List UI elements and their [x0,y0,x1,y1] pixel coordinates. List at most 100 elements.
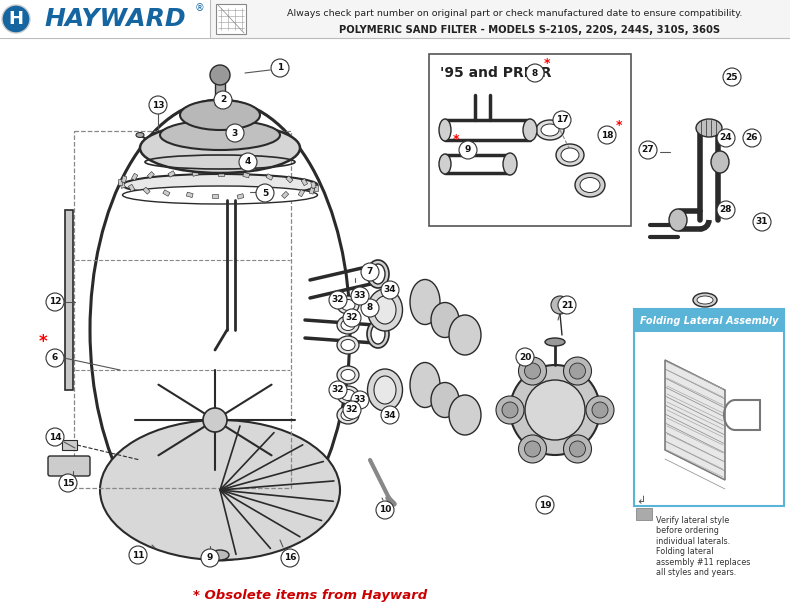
Text: 8: 8 [367,303,373,312]
Ellipse shape [367,320,389,348]
Text: *: * [544,57,551,69]
Bar [301,178,307,186]
Ellipse shape [341,300,355,311]
Text: HAYWARD: HAYWARD [44,7,186,31]
Ellipse shape [439,154,451,174]
Ellipse shape [180,100,260,130]
Ellipse shape [439,119,451,141]
Text: 27: 27 [641,146,654,154]
Text: 16: 16 [284,554,296,563]
Circle shape [563,357,592,385]
Ellipse shape [431,383,459,418]
Circle shape [281,549,299,567]
Ellipse shape [341,389,355,400]
Ellipse shape [556,144,584,166]
Text: 15: 15 [62,478,74,488]
Circle shape [343,401,361,419]
Ellipse shape [697,296,713,304]
Circle shape [717,129,735,147]
Bar [314,185,318,191]
Circle shape [256,184,274,202]
Bar [282,191,288,199]
Ellipse shape [711,151,729,173]
Bar [168,171,175,177]
Ellipse shape [337,366,359,384]
Circle shape [553,111,571,129]
Bar [218,172,224,176]
Ellipse shape [561,148,579,162]
Circle shape [723,68,741,86]
Circle shape [536,496,554,514]
Text: 26: 26 [746,133,758,143]
Circle shape [743,129,761,147]
Ellipse shape [410,362,440,408]
Bar [243,172,250,178]
Text: 19: 19 [539,501,551,509]
Ellipse shape [337,406,359,424]
Text: *: * [453,133,459,146]
Ellipse shape [337,336,359,354]
Bar [215,80,225,105]
Circle shape [201,549,219,567]
Text: 9: 9 [207,554,213,563]
Circle shape [586,396,614,424]
Text: 7: 7 [367,268,373,277]
Text: 4: 4 [245,157,251,167]
Text: POLYMERIC SAND FILTER - MODELS S-210S, 220S, 244S, 310S, 360S: POLYMERIC SAND FILTER - MODELS S-210S, 2… [340,25,720,35]
Text: 25: 25 [726,73,738,82]
Circle shape [226,124,244,142]
Ellipse shape [371,324,385,344]
Bar [62,440,77,450]
Text: H: H [9,10,24,28]
Text: 5: 5 [261,189,268,197]
Bar [298,189,305,197]
Circle shape [502,402,518,418]
Bar [163,190,170,196]
Ellipse shape [694,333,716,347]
Ellipse shape [122,174,318,196]
Bar [192,171,199,177]
Ellipse shape [523,119,537,141]
Ellipse shape [371,264,385,284]
Text: 17: 17 [555,116,568,124]
Ellipse shape [410,279,440,325]
Text: 3: 3 [232,129,238,138]
Circle shape [361,299,379,317]
Polygon shape [665,360,725,480]
Ellipse shape [697,316,713,324]
Circle shape [525,441,540,457]
Ellipse shape [541,124,559,136]
Ellipse shape [449,315,481,355]
Bar [65,210,73,390]
Bar [147,172,154,178]
Circle shape [518,357,547,385]
FancyBboxPatch shape [429,54,631,226]
Circle shape [563,435,592,463]
Text: 12: 12 [49,298,62,306]
Circle shape [149,96,167,114]
Circle shape [351,391,369,409]
Circle shape [753,213,771,231]
Circle shape [214,91,232,109]
Bar [129,184,135,191]
Circle shape [203,408,227,432]
Circle shape [526,64,544,82]
Ellipse shape [136,132,144,138]
Circle shape [496,396,524,424]
Ellipse shape [140,123,300,173]
Ellipse shape [693,293,717,307]
Ellipse shape [367,260,389,288]
Ellipse shape [575,173,605,197]
Bar [286,176,293,183]
Circle shape [343,309,361,327]
Ellipse shape [536,120,564,140]
Ellipse shape [580,178,600,192]
Circle shape [639,141,657,159]
Circle shape [592,402,608,418]
Text: 8: 8 [532,68,538,77]
Ellipse shape [211,550,229,560]
Bar [122,176,127,183]
Text: 21: 21 [561,301,574,309]
Circle shape [510,365,600,455]
Text: 32: 32 [332,386,344,394]
